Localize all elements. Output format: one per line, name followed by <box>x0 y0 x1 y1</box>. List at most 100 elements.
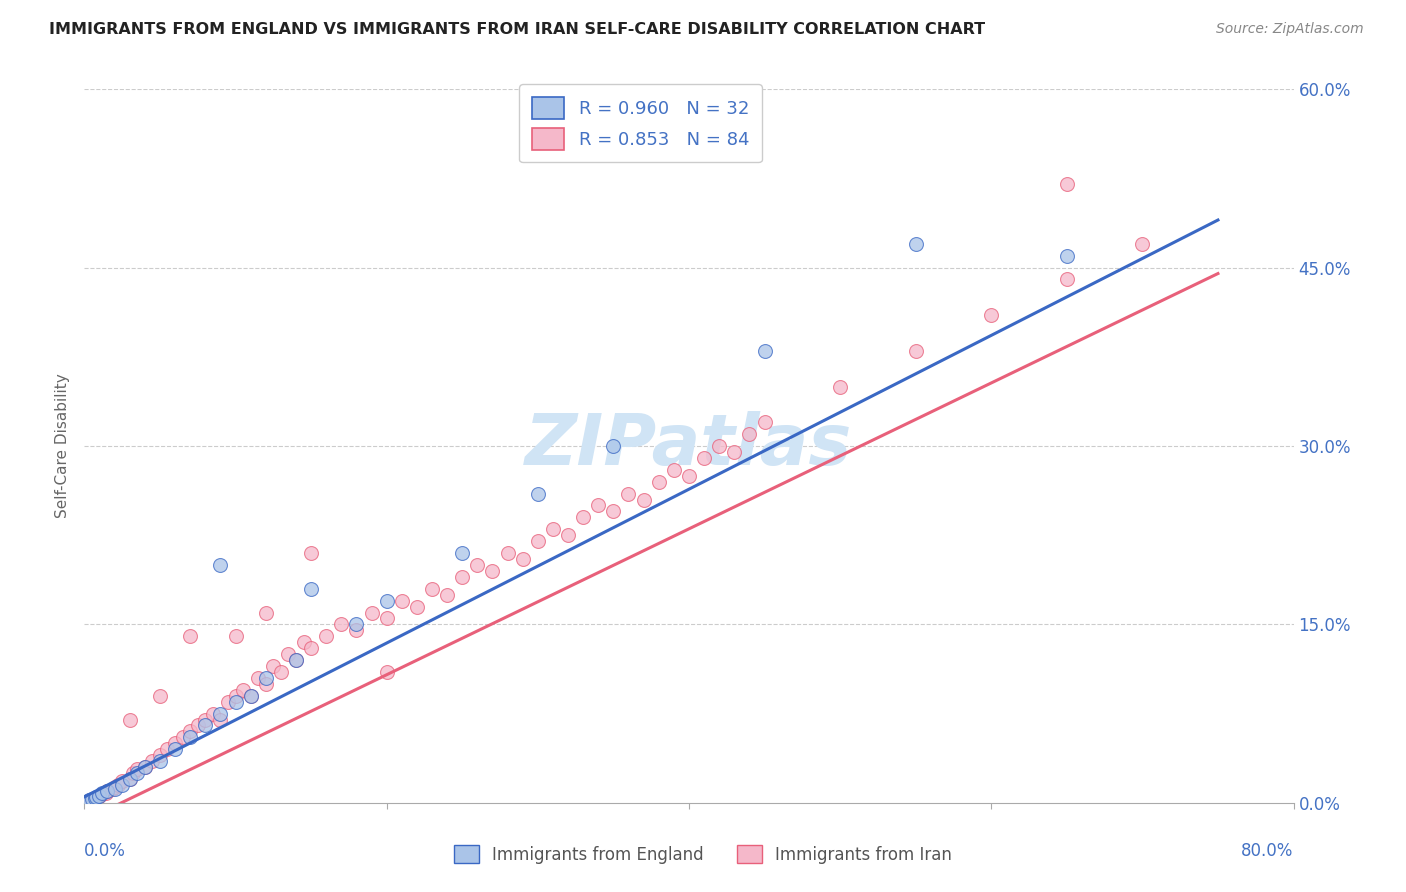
Point <box>1056 272 1078 286</box>
Point <box>121 766 143 780</box>
Point <box>82 792 104 806</box>
Legend: Immigrants from England, Immigrants from Iran: Immigrants from England, Immigrants from… <box>447 838 959 871</box>
Point <box>285 653 308 667</box>
Point <box>84 791 107 805</box>
Point <box>179 731 201 745</box>
Text: Source: ZipAtlas.com: Source: ZipAtlas.com <box>1216 22 1364 37</box>
Y-axis label: Self-Care Disability: Self-Care Disability <box>55 374 70 518</box>
Point <box>239 689 262 703</box>
Point <box>239 689 262 703</box>
Point <box>391 593 413 607</box>
Legend: R = 0.960   N = 32, R = 0.853   N = 84: R = 0.960 N = 32, R = 0.853 N = 84 <box>519 84 762 162</box>
Point <box>91 788 114 802</box>
Point <box>80 793 103 807</box>
Point <box>254 606 277 620</box>
Point <box>467 558 489 572</box>
Point <box>118 772 141 786</box>
Point <box>209 706 232 721</box>
Point <box>451 570 474 584</box>
Point <box>754 415 776 429</box>
Point <box>420 582 443 596</box>
Point <box>572 510 595 524</box>
Point <box>179 724 201 739</box>
Text: 80.0%: 80.0% <box>1241 842 1294 860</box>
Point <box>254 671 277 685</box>
Point <box>1056 178 1078 192</box>
Point <box>754 343 776 358</box>
Point <box>194 713 217 727</box>
Point <box>232 682 254 697</box>
Text: 0.0%: 0.0% <box>84 842 127 860</box>
Point <box>496 546 519 560</box>
Point <box>315 629 337 643</box>
Point <box>165 736 187 750</box>
Point <box>299 546 322 560</box>
Point <box>89 789 111 803</box>
Point <box>375 611 398 625</box>
Point <box>270 665 292 679</box>
Point <box>225 629 247 643</box>
Point <box>904 343 927 358</box>
Point <box>512 552 534 566</box>
Point <box>830 379 852 393</box>
Point <box>149 689 172 703</box>
Point <box>262 659 284 673</box>
Point <box>156 742 179 756</box>
Point <box>94 786 117 800</box>
Point <box>100 781 122 796</box>
Point <box>299 641 322 656</box>
Point <box>89 789 111 803</box>
Point <box>111 774 134 789</box>
Point <box>104 780 127 795</box>
Point <box>149 748 172 763</box>
Point <box>738 427 761 442</box>
Point <box>86 789 108 804</box>
Point <box>179 629 201 643</box>
Point <box>375 593 398 607</box>
Point <box>1056 249 1078 263</box>
Point <box>527 486 550 500</box>
Point <box>209 558 232 572</box>
Point <box>111 778 134 792</box>
Point <box>648 475 671 489</box>
Point <box>194 718 217 732</box>
Point <box>134 760 156 774</box>
Point <box>247 671 270 685</box>
Point <box>602 504 624 518</box>
Text: IMMIGRANTS FROM ENGLAND VS IMMIGRANTS FROM IRAN SELF-CARE DISABILITY CORRELATION: IMMIGRANTS FROM ENGLAND VS IMMIGRANTS FR… <box>49 22 986 37</box>
Point <box>127 763 149 777</box>
Point <box>346 624 368 638</box>
Point <box>678 468 700 483</box>
Point <box>980 308 1002 322</box>
Point <box>633 492 655 507</box>
Point <box>118 772 141 786</box>
Point <box>1132 236 1154 251</box>
Point <box>141 754 163 768</box>
Point <box>118 713 141 727</box>
Point <box>77 793 100 807</box>
Point <box>76 795 98 809</box>
Point <box>285 653 308 667</box>
Point <box>330 617 353 632</box>
Point <box>541 522 564 536</box>
Point <box>436 588 458 602</box>
Point <box>86 791 108 805</box>
Point <box>904 236 927 251</box>
Point <box>209 713 232 727</box>
Point <box>375 665 398 679</box>
Point <box>346 617 368 632</box>
Point <box>149 754 172 768</box>
Point <box>134 760 156 774</box>
Point <box>201 706 224 721</box>
Point <box>292 635 315 649</box>
Point <box>277 647 299 661</box>
Point <box>406 599 429 614</box>
Point <box>254 677 277 691</box>
Point <box>91 786 114 800</box>
Point <box>96 784 118 798</box>
Point <box>481 564 503 578</box>
Point <box>79 793 101 807</box>
Point <box>360 606 382 620</box>
Point <box>107 778 129 792</box>
Point <box>80 792 103 806</box>
